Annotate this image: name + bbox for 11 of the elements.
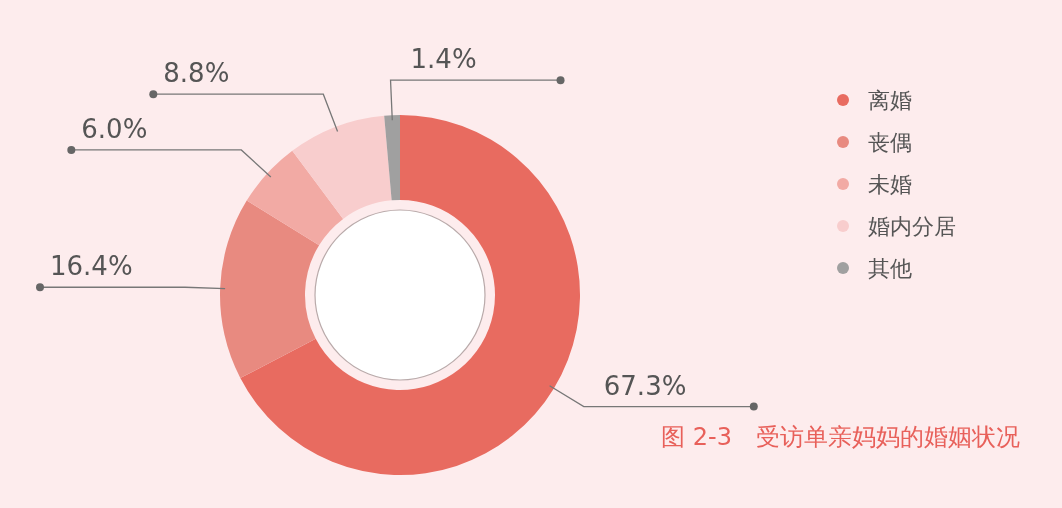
legend-label: 婚内分居 [868, 214, 956, 239]
data-label: 1.4% [410, 44, 477, 75]
legend-label: 其他 [868, 256, 912, 281]
legend-label: 离婚 [868, 88, 912, 113]
data-label: 16.4% [50, 251, 133, 282]
data-label: 6.0% [81, 113, 148, 144]
data-label: 67.3% [603, 370, 687, 401]
text: 图 2-3 受访单亲妈妈的婚姻状况 [661, 423, 1020, 451]
legend-label: 未婚 [868, 172, 912, 197]
legend-label: 丧偶 [868, 130, 912, 155]
data-label: 8.8% [163, 58, 230, 89]
